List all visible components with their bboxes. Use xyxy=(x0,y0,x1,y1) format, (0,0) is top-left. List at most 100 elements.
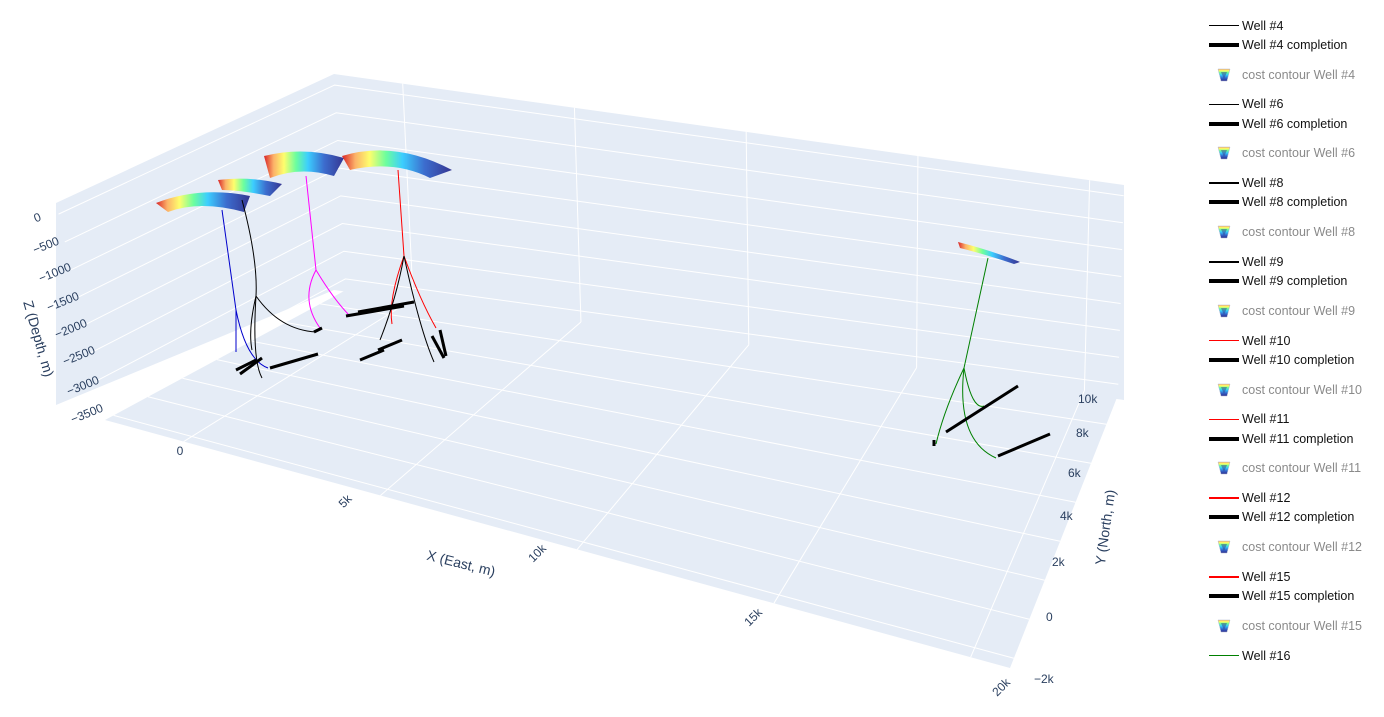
legend-gap xyxy=(1206,399,1384,410)
well-trajectory xyxy=(962,367,997,459)
legend-gap xyxy=(1206,84,1384,95)
y-tick-label: −2k xyxy=(1034,672,1055,686)
well-completion xyxy=(945,384,1019,434)
well-trajectory xyxy=(305,175,351,317)
legend-gap xyxy=(1206,606,1384,617)
legend-item[interactable]: cost contour Well #4 xyxy=(1206,65,1384,84)
surface-legend-icon xyxy=(1206,616,1242,635)
y-tick-label: 4k xyxy=(1060,509,1074,523)
legend-item[interactable]: Well #6 completion xyxy=(1206,114,1384,133)
x-tick-label: 0 xyxy=(177,444,184,458)
line-legend-icon xyxy=(1206,35,1242,54)
surface-legend-icon xyxy=(1206,380,1242,399)
legend-label: Well #16 xyxy=(1242,648,1291,663)
legend-item[interactable]: Well #15 completion xyxy=(1206,587,1384,606)
line-legend-icon xyxy=(1206,193,1242,212)
line-legend-icon xyxy=(1206,95,1242,114)
y-tick-label: 6k xyxy=(1068,466,1082,480)
legend-gap xyxy=(1206,133,1384,144)
legend-item[interactable]: cost contour Well #10 xyxy=(1206,380,1384,399)
legend-label: Well #12 completion xyxy=(1242,510,1355,525)
legend-gap xyxy=(1206,527,1384,538)
legend-item[interactable]: Well #6 xyxy=(1206,95,1384,114)
well-completion xyxy=(377,338,403,352)
cost-contour-surfaces xyxy=(156,150,1020,264)
legend-label: Well #15 xyxy=(1242,569,1291,584)
plot-area[interactable]: 0 5k 10k 15k 20k −2k 0 2k 4k 6k 8k 10k 0 −500 −1000 −15… xyxy=(0,0,1190,712)
cost-contour-surface xyxy=(218,178,282,196)
grid-line-x-wall xyxy=(745,131,750,345)
well-trajectory xyxy=(963,367,985,407)
legend-item[interactable]: Well #8 completion xyxy=(1206,193,1384,212)
grid-line-y xyxy=(147,396,1030,620)
legend-gap xyxy=(1206,448,1384,459)
legend-item[interactable]: Well #15 xyxy=(1206,567,1384,586)
line-legend-icon xyxy=(1206,16,1242,35)
legend-item[interactable]: Well #16 xyxy=(1206,646,1384,665)
well-trajectory xyxy=(308,269,321,329)
grid-line-z xyxy=(83,195,1121,326)
line-legend-icon xyxy=(1206,410,1242,429)
legend-item[interactable]: cost contour Well #6 xyxy=(1206,144,1384,163)
legend-label: Well #10 xyxy=(1242,333,1291,348)
well-completion xyxy=(269,352,319,370)
surface-legend-icon xyxy=(1206,459,1242,478)
well-completion xyxy=(359,348,385,362)
legend-item[interactable]: Well #9 completion xyxy=(1206,272,1384,291)
grid-line-x xyxy=(576,344,750,550)
well-trajectory xyxy=(379,255,405,341)
legend-label: cost contour Well #9 xyxy=(1242,303,1356,318)
y-tick-label: 8k xyxy=(1076,426,1090,440)
well-trajectory xyxy=(255,295,317,333)
surface-legend-icon xyxy=(1206,301,1242,320)
legend-item[interactable]: Well #11 xyxy=(1206,410,1384,429)
legend-item[interactable]: Well #12 xyxy=(1206,489,1384,508)
legend-label: Well #8 xyxy=(1242,176,1284,191)
line-legend-icon xyxy=(1206,587,1242,606)
legend-item[interactable]: cost contour Well #8 xyxy=(1206,223,1384,242)
well-completion xyxy=(345,304,405,318)
legend-item[interactable]: Well #11 completion xyxy=(1206,429,1384,448)
legend-label: Well #10 completion xyxy=(1242,352,1355,367)
z-tick-label: −3500 xyxy=(69,401,106,427)
line-legend-icon xyxy=(1206,646,1242,665)
legend-item[interactable]: Well #10 completion xyxy=(1206,350,1384,369)
grid-line-y xyxy=(216,359,1061,542)
line-legend-icon xyxy=(1206,272,1242,291)
grid-line-z xyxy=(95,250,1120,382)
legend-label: Well #9 completion xyxy=(1242,274,1348,289)
line-legend-icon xyxy=(1206,350,1242,369)
line-legend-icon xyxy=(1206,508,1242,527)
legend-item[interactable]: cost contour Well #11 xyxy=(1206,459,1384,478)
legend-item[interactable]: cost contour Well #12 xyxy=(1206,538,1384,557)
well-completion xyxy=(239,356,263,376)
x-axis-title: X (East, m) xyxy=(425,547,497,579)
legend-item[interactable]: Well #10 xyxy=(1206,331,1384,350)
surface-legend-icon xyxy=(1206,223,1242,242)
legend-item[interactable]: Well #12 completion xyxy=(1206,508,1384,527)
legend-item[interactable]: Well #4 xyxy=(1206,16,1384,35)
legend-label: Well #6 xyxy=(1242,97,1284,112)
legend-label: Well #12 xyxy=(1242,491,1291,506)
surface-legend-icon xyxy=(1206,538,1242,557)
legend-item[interactable]: cost contour Well #9 xyxy=(1206,301,1384,320)
legend-item[interactable]: cost contour Well #15 xyxy=(1206,616,1384,635)
legend-item[interactable]: Well #4 completion xyxy=(1206,35,1384,54)
legend-label: cost contour Well #6 xyxy=(1242,146,1356,161)
grid-line-x xyxy=(970,390,1085,658)
grid-line-y xyxy=(113,414,1014,659)
x-tick-label: 15k xyxy=(741,605,765,629)
legend-label: Well #4 completion xyxy=(1242,37,1348,52)
grid-line-x xyxy=(773,367,918,604)
legend-gap xyxy=(1206,478,1384,489)
legend-label: Well #8 completion xyxy=(1242,195,1348,210)
legend-item[interactable]: Well #8 xyxy=(1206,174,1384,193)
legend-label: cost contour Well #15 xyxy=(1242,618,1362,633)
legend-label: Well #15 completion xyxy=(1242,589,1355,604)
line-legend-icon xyxy=(1206,489,1242,508)
y-tick-label: 10k xyxy=(1078,392,1098,406)
grid-line-z xyxy=(77,167,1122,299)
legend-label: cost contour Well #11 xyxy=(1242,461,1362,476)
legend-item[interactable]: Well #9 xyxy=(1206,252,1384,271)
